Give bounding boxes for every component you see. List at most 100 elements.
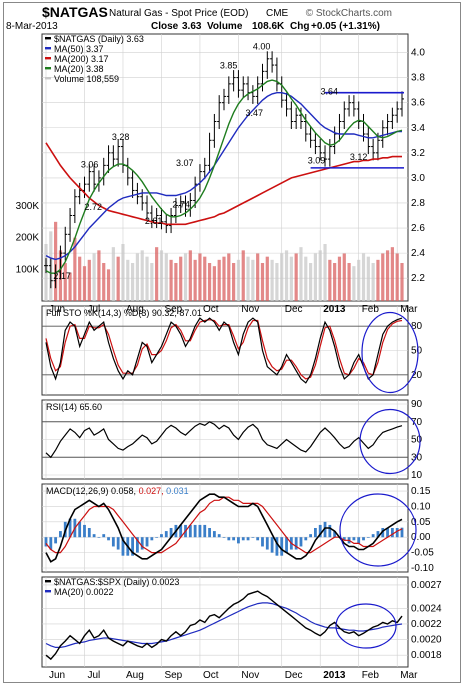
macd-histogram-bar [395,528,399,538]
volume-bar [313,253,318,301]
macd-histogram-bar [333,531,337,538]
volume-bar [390,247,394,301]
macd-histogram-bar [342,537,346,541]
volume-bar [183,253,188,301]
price-panel: 4.0 3.8 3.6 3.4 3.2 3.0 2.8 2.6 2.4 2.2 300K 200K 10… [16,33,425,302]
ratio-legend-swatch [45,580,51,583]
macd-histogram-bar [111,537,115,547]
volume-bar [135,253,140,301]
legend-swatch [45,47,51,50]
volume-bar [203,256,207,301]
macd-histogram-bar [309,534,312,538]
volume-bar [73,237,77,301]
stochastic-panel: 80 50 20 Full STO %K(14,3) %D(3) 90.32, 87.… [41,305,423,396]
volume-bar [361,253,366,301]
legend-swatch [45,57,51,60]
chart-svg: $NATGAS Natural Gas - Spot Price (EOD) C… [6,4,442,681]
volume-bar [260,263,265,301]
price-annotation-label: 2.72 [84,202,102,212]
close-value: 3.63 [182,21,202,32]
rsi-tick-label: 10 [411,470,423,481]
macd-histogram-bar [121,537,125,556]
volume-bar [284,250,289,301]
macd-histogram-bar [169,528,173,538]
legend-label: $NATGAS (Daily) 3.63 [54,34,144,44]
price-tick-label: 4.0 [411,48,425,59]
volume-tick-label: 200K [16,233,40,244]
sto-title: Full STO %K(14,3) %D(3) 90.32, 87.01 [46,308,202,318]
exchange-label: CME [266,8,289,19]
volume-bar [212,266,216,301]
volume-bar [87,259,91,301]
macd-histogram-bar [222,537,226,538]
macd-histogram-bar [227,537,231,541]
volume-bar [111,247,115,301]
volume-bar [265,256,269,301]
x-tick-label: Oct [203,670,219,681]
sto-k-line [45,317,403,384]
legend-swatch [45,77,51,80]
volume-bar [188,250,192,301]
macd-tick-label: 0.05 [411,517,431,528]
macd-histogram-bar [304,537,308,541]
instrument-name: Natural Gas - Spot Price (EOD) [109,8,248,19]
macd-panel: 0.15 0.10 0.05 0.00 -0.05 -0.10 MACD(12,26,9) … [41,483,434,574]
x-tick-label: Jun [49,670,65,681]
macd-histogram-bar [265,537,269,550]
x-tick-label: Jul [87,670,100,681]
macd-histogram-bar [145,537,149,547]
macd-histogram-bar [323,521,327,538]
x-tick-label: Aug [126,670,144,681]
x-tick-label: Sep [164,670,182,681]
price-tick-label: 3.4 [411,123,425,134]
volume-bar [106,269,111,301]
price-annotation-label: 3.06 [81,159,99,169]
volume-bar [155,247,159,301]
rsi-tick-label: 30 [411,452,423,463]
macd-histogram-bar [328,524,332,538]
price-annotation-label: 2.74 [172,199,190,209]
macd-histogram-bar [357,537,361,544]
volume-bar [299,247,303,301]
macd-histogram-bar [294,537,298,550]
macd-histogram-bar [237,537,240,544]
volume-bar [159,250,164,301]
volume-bar [376,259,380,301]
rsi-line [45,421,403,459]
macd-legend-value: 0.031 [166,486,189,496]
macd-histogram-bar [160,534,163,538]
volume-bar [275,263,279,301]
price-tick-label: 3.2 [411,148,425,159]
macd-histogram-bar [59,531,62,538]
x-tick-label: 2013 [323,304,346,315]
ratio-tick-label: 0.0024 [411,603,442,614]
legend-label: Volume 108,559 [54,74,119,84]
volume-bar [289,256,293,301]
volume-bar [381,253,385,301]
x-tick-label: Nov [241,670,259,681]
volume-bar [121,244,125,301]
volume-bar [126,259,130,301]
price-annotation-label: 2.17 [53,271,71,281]
price-annotation-label: 2.61 [145,216,163,226]
macd-histogram-bar [390,528,394,538]
macd-histogram-bar [164,531,168,538]
macd-histogram-bar [116,537,120,550]
price-annotation-label: 3.85 [220,60,238,70]
macd-histogram-bar [362,537,365,541]
macd-histogram-bar [140,537,144,550]
macd-histogram-bar [285,537,288,553]
volume-bar [256,253,260,301]
copyright-label: © StockCharts.com [306,8,392,19]
legend-label: MA(200) 3.17 [54,54,109,64]
volume-bar [140,250,144,301]
legend-swatch [45,37,51,40]
volume-bar [400,263,404,301]
volume-tick-label: 300K [16,201,40,212]
price-tick-label: 2.8 [411,198,425,209]
rsi-tick-label: 70 [411,417,423,428]
price-tick-label: 3.6 [411,98,425,109]
chg-label: Chg [290,21,309,32]
volume-bar [217,259,221,301]
macd-histogram-bar [150,537,154,541]
